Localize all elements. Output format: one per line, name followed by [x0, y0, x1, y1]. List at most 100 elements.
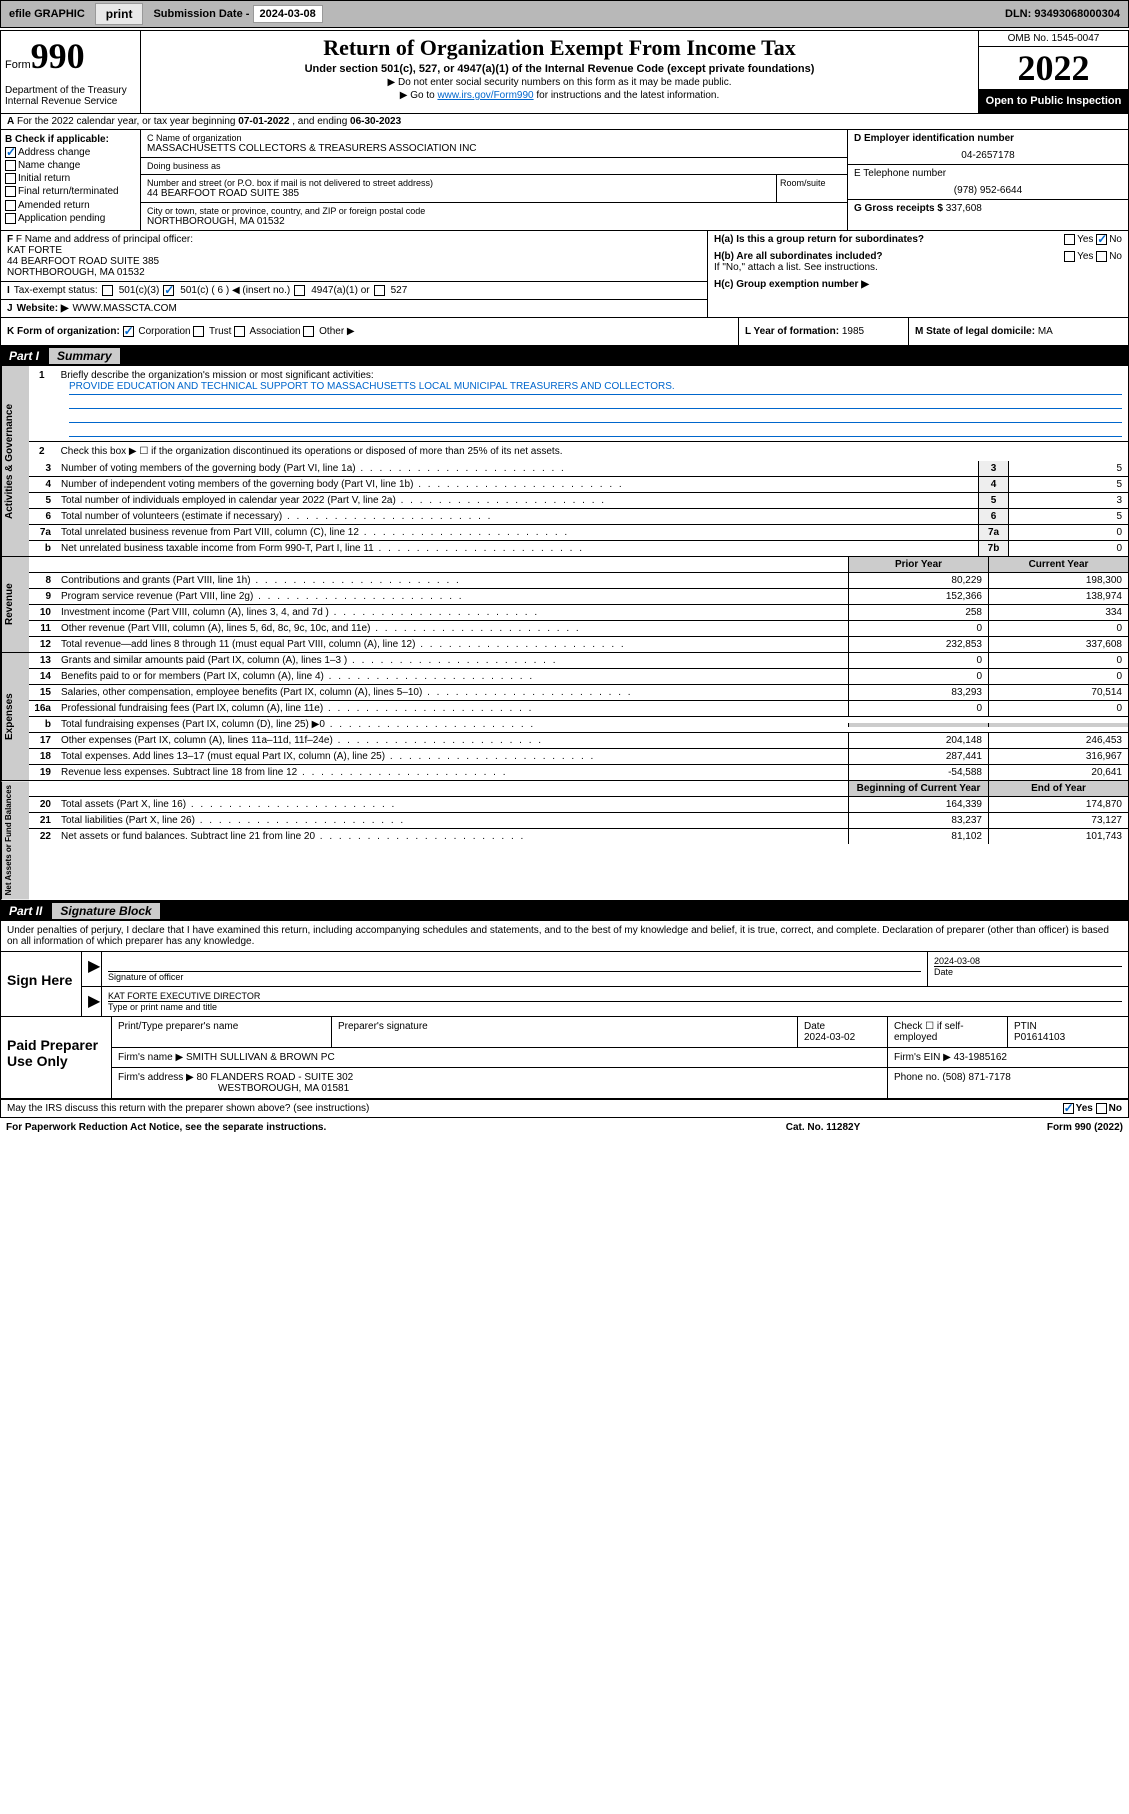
efile-label: efile GRAPHIC [3, 6, 91, 22]
line-desc: Total number of volunteers (estimate if … [57, 509, 978, 524]
blank [57, 787, 848, 791]
footer-form-pre: Form [1047, 1122, 1075, 1133]
checkbox-icon[interactable] [102, 285, 113, 296]
dln-label: DLN: [1005, 8, 1034, 20]
sign-content: ▶ Signature of officer 2024-03-08 Date ▶… [81, 952, 1128, 1016]
arrow-icon: ▶ [82, 952, 102, 986]
sig-label: Signature of officer [108, 972, 921, 982]
line-num: 17 [29, 733, 57, 748]
k-left: K Form of organization: Corporation Trus… [1, 318, 738, 345]
phone: E Telephone number (978) 952-6644 [848, 165, 1128, 200]
checkbox-icon[interactable] [5, 200, 16, 211]
cb-label: Address change [18, 147, 90, 158]
line-prior: 0 [848, 621, 988, 636]
line-box: 6 [978, 509, 1008, 524]
line-num: 21 [29, 813, 57, 828]
ein: D Employer identification number 04-2657… [848, 130, 1128, 165]
blank [57, 563, 848, 567]
vlabel-rev: Revenue [1, 557, 29, 652]
checkbox-icon[interactable] [193, 326, 204, 337]
cb-label: Final return/terminated [18, 187, 119, 198]
checkbox-icon[interactable] [1064, 234, 1075, 245]
line-prior: 258 [848, 605, 988, 620]
line-current [988, 723, 1128, 727]
date-label: Date [804, 1021, 825, 1032]
line-desc: Net assets or fund balances. Subtract li… [57, 829, 848, 844]
phone-label: E Telephone number [854, 168, 1122, 179]
line-current: 73,127 [988, 813, 1128, 828]
section-fgh: F F Name and address of principal office… [1, 231, 1128, 318]
addr2-value: WESTBOROUGH, MA 01581 [118, 1083, 881, 1094]
line-num: b [29, 541, 57, 556]
form-number: 990 [31, 36, 85, 76]
line-desc: Number of independent voting members of … [57, 477, 978, 492]
summary-line: 16a Professional fundraising fees (Part … [29, 701, 1128, 717]
blank-line [69, 395, 1122, 409]
checkbox-icon[interactable] [1064, 251, 1075, 262]
checkbox-icon[interactable] [1063, 1103, 1074, 1114]
checkbox-icon[interactable] [1096, 251, 1107, 262]
summary-line: 13 Grants and similar amounts paid (Part… [29, 653, 1128, 669]
prep-sig-label: Preparer's signature [332, 1017, 798, 1047]
footer-form-num: 990 [1075, 1122, 1092, 1133]
summary-line: 3 Number of voting members of the govern… [29, 461, 1128, 477]
checkbox-icon[interactable] [5, 186, 16, 197]
f-name: KAT FORTE [7, 245, 701, 256]
line-current: 316,967 [988, 749, 1128, 764]
checkbox-icon[interactable] [294, 285, 305, 296]
summary-line: 14 Benefits paid to or for members (Part… [29, 669, 1128, 685]
opt-corp: Corporation [138, 326, 190, 337]
state-label: M State of legal domicile: [915, 326, 1038, 337]
ptin: PTINP01614103 [1008, 1017, 1128, 1047]
omb-number: OMB No. 1545-0047 [979, 31, 1128, 47]
line-num: 9 [29, 589, 57, 604]
na-prior-header: Beginning of Current Year [848, 781, 988, 796]
yes: Yes [1077, 251, 1093, 262]
checkbox-icon[interactable] [234, 326, 245, 337]
name-label: C Name of organization [147, 133, 841, 143]
checkbox-icon[interactable] [374, 285, 385, 296]
checkbox-icon[interactable] [303, 326, 314, 337]
line-box: 3 [978, 461, 1008, 476]
street: Number and street (or P.O. box if mail i… [141, 175, 777, 202]
checkbox-icon[interactable] [123, 326, 134, 337]
print-button[interactable]: print [95, 3, 144, 25]
mission-text: PROVIDE EDUCATION AND TECHNICAL SUPPORT … [69, 381, 1122, 395]
ein-label: Firm's EIN ▶ [894, 1052, 951, 1063]
instr2-pre: ▶ Go to [400, 90, 438, 101]
ha-label: H(a) Is this a group return for subordin… [714, 234, 924, 245]
line-num: 15 [29, 685, 57, 700]
f-addr1: 44 BEARFOOT ROAD SUITE 385 [7, 256, 701, 267]
phone-label: Phone no. [894, 1072, 942, 1083]
line-current: 0 [988, 621, 1128, 636]
dba: Doing business as [141, 158, 847, 175]
checkbox-icon[interactable] [1096, 1103, 1107, 1114]
line-current: 337,608 [988, 637, 1128, 652]
na-current-header: End of Year [988, 781, 1128, 796]
checkbox-icon[interactable] [5, 160, 16, 171]
line-num: 6 [29, 509, 57, 524]
current-year-header: Current Year [988, 557, 1128, 572]
instr-link[interactable]: www.irs.gov/Form990 [437, 90, 533, 101]
line-desc: Professional fundraising fees (Part IX, … [57, 701, 848, 716]
checkbox-icon[interactable] [5, 213, 16, 224]
checkbox-icon[interactable] [163, 285, 174, 296]
checkbox-icon[interactable] [1096, 234, 1107, 245]
checkbox-icon[interactable] [5, 173, 16, 184]
rev-lines: 8 Contributions and grants (Part VIII, l… [29, 573, 1128, 652]
na-lines: 20 Total assets (Part X, line 16) 164,33… [29, 797, 1128, 844]
line-num: b [29, 717, 57, 732]
section-expenses: Expenses 13 Grants and similar amounts p… [1, 653, 1128, 781]
rowa-pre: For the 2022 calendar year, or tax year … [17, 116, 238, 127]
line-desc: Salaries, other compensation, employee b… [57, 685, 848, 700]
cb-label: Initial return [18, 173, 70, 184]
sig-name-label: Type or print name and title [108, 1002, 1122, 1012]
line-current: 70,514 [988, 685, 1128, 700]
line-current: 20,641 [988, 765, 1128, 780]
instruction-2: ▶ Go to www.irs.gov/Form990 for instruct… [145, 90, 974, 101]
summary-line: 12 Total revenue—add lines 8 through 11 … [29, 637, 1128, 652]
checkbox-icon[interactable] [5, 147, 16, 158]
org-name: C Name of organization MASSACHUSETTS COL… [141, 130, 847, 158]
col-b: B Check if applicable: Address change Na… [1, 130, 141, 230]
line-current: 0 [988, 701, 1128, 716]
